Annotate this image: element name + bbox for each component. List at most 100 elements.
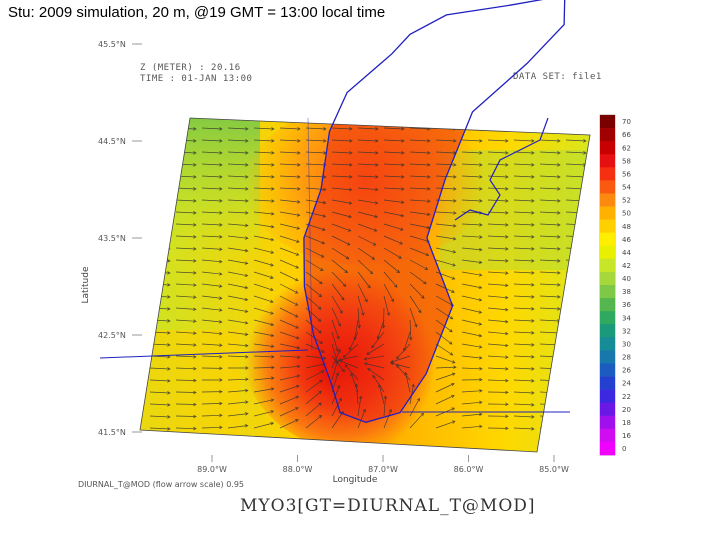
x-axis-label: Longitude [333,475,378,485]
wind-vector [149,151,171,155]
wind-vector [175,378,197,383]
wind-vector [305,295,322,310]
wind-vector [253,365,275,370]
wind-vector [487,367,509,371]
wind-vector [461,283,483,290]
wind-vector [461,319,483,326]
color-scale-label: 42 [622,262,631,270]
wind-vector [227,307,249,313]
y-axis-label: Latitude [81,266,91,304]
wind-vector [409,247,430,257]
wind-vector [175,295,197,299]
wind-vector [305,390,322,405]
wind-vector [383,235,404,245]
wind-vector [565,343,587,347]
wind-vector [305,223,326,231]
wind-vector [201,223,223,227]
wind-vector [175,307,197,311]
color-scale-label: 44 [622,249,631,257]
wind-vector [331,163,353,167]
wind-vector [348,331,359,351]
color-scale-label: 56 [622,171,631,179]
wind-vector [149,211,171,215]
wind-vector [539,259,561,263]
latitude-tick-label: 45.5°N [98,40,126,49]
wind-vector [383,247,402,259]
wind-vector [487,390,509,395]
wind-vector [253,398,275,405]
wind-vector [331,319,340,340]
wind-vector [253,163,275,167]
wind-vector [279,211,301,217]
wind-vector [409,211,431,217]
color-scale-swatch [600,193,615,207]
wind-vector [565,295,587,299]
wind-vector [409,139,431,143]
wind-vector [279,343,301,350]
wind-vector [201,283,223,288]
wind-vector [201,413,223,418]
wind-vector [279,271,299,282]
wind-vector [539,283,561,287]
wind-vector [461,139,483,143]
wind-vector [279,384,300,393]
wind-vector [175,426,197,431]
wind-vector [357,127,379,131]
color-scale-label: 16 [622,432,631,440]
wind-vector [513,223,535,227]
wind-vector [409,259,429,270]
color-scale-swatch [600,285,615,299]
color-scale-label: 0 [622,445,626,453]
wind-vector [461,424,483,429]
wind-vector [201,199,223,203]
wind-vector [279,223,301,230]
wind-vector [357,271,371,289]
wind-vector [513,271,535,275]
wind-vector [227,175,249,179]
wind-vector [539,211,561,215]
wind-vector [357,211,379,219]
wind-vector [201,259,223,264]
color-scale-label: 48 [622,223,631,231]
wind-vector [201,425,223,430]
wind-vector [404,371,411,393]
latitude-tick-label: 43.5°N [98,234,126,243]
wind-vector [435,271,456,280]
wind-vector [175,187,197,191]
wind-vector [435,163,457,167]
wind-vector [513,403,535,407]
wind-vector [227,400,249,405]
color-scale-label: 28 [622,354,631,362]
plot-header-z: Z (METER) : 20.16 [140,63,241,73]
color-scale-swatch [600,128,615,142]
wind-vector [149,163,171,167]
wind-vector [539,187,561,191]
wind-vector [253,421,275,429]
wind-vector [539,175,561,179]
wind-vector [149,199,171,203]
wind-vector [565,271,587,275]
longitude-tick-label: 88.0°W [283,465,313,474]
color-scale-label: 20 [622,406,631,414]
wind-vector [487,235,509,239]
wind-vector [487,259,509,263]
wind-vector [175,283,197,287]
wind-vector [565,427,587,431]
wind-vector [565,151,587,155]
wind-vector [305,402,322,417]
color-scale-swatch [600,206,615,220]
wind-vector [383,211,405,218]
wind-vector [357,295,365,316]
wind-vector [201,151,223,155]
color-scale-label: 26 [622,367,631,375]
color-scale-label: 32 [622,327,631,335]
wind-vector [201,401,223,406]
wind-vector [149,235,171,239]
wind-vector [357,199,379,205]
wind-vector [409,163,431,167]
wind-vector [383,283,394,303]
wind-vector [201,307,223,312]
wind-vector [565,139,587,143]
color-scale-label: 18 [622,419,631,427]
